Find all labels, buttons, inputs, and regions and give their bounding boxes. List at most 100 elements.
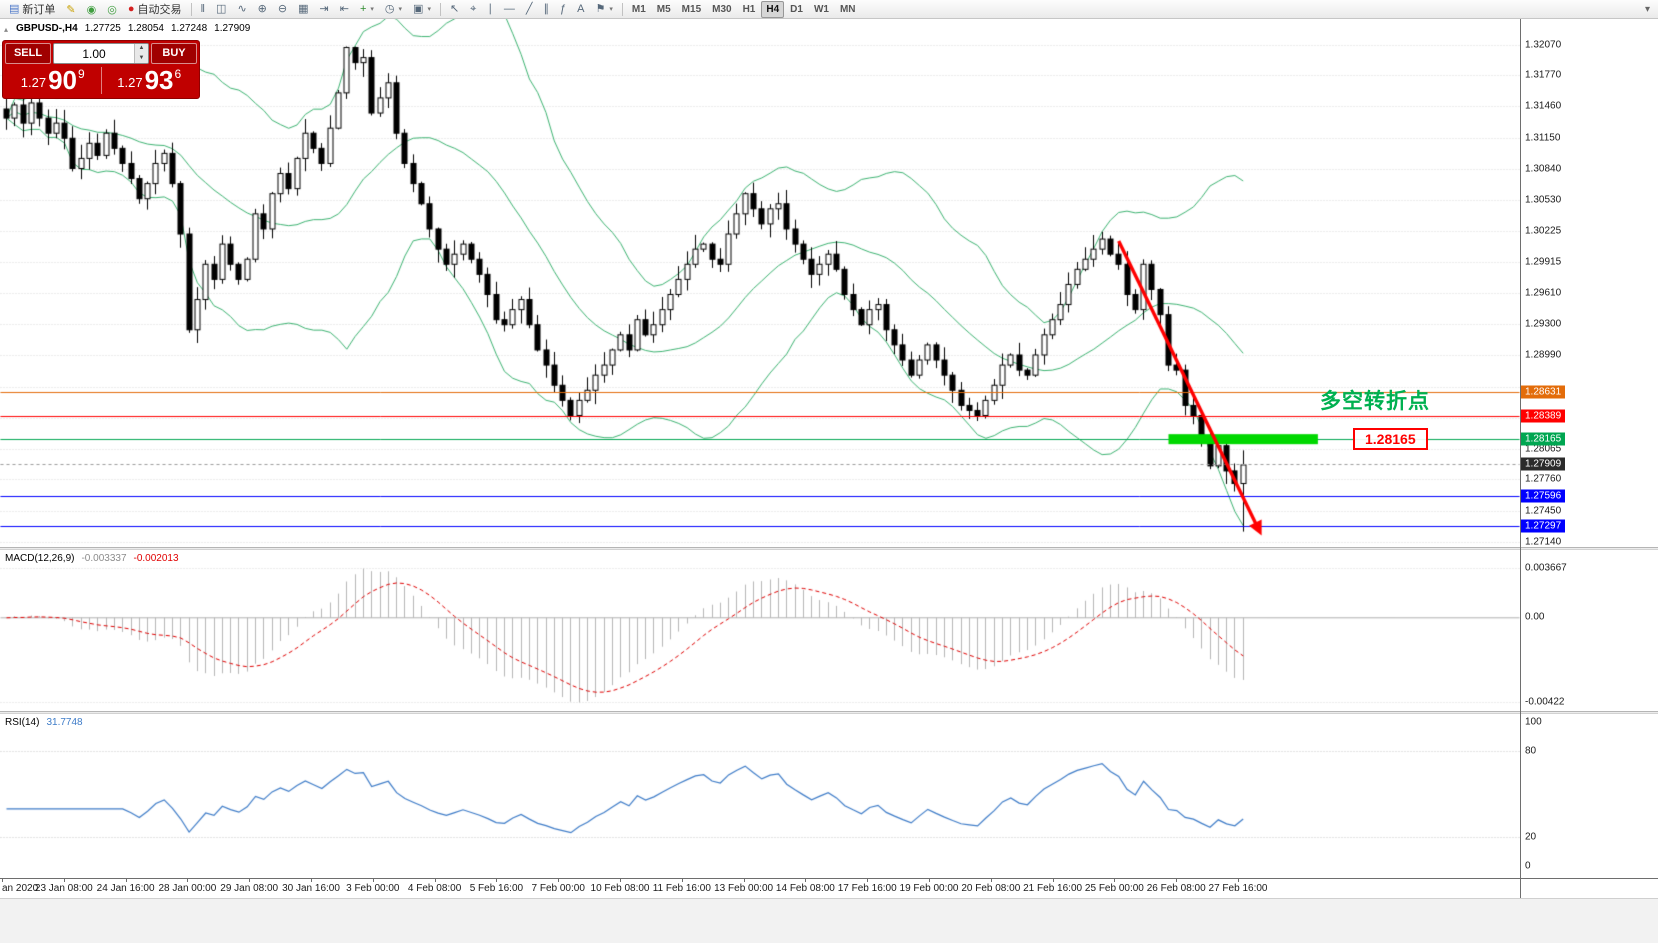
time-axis-label: 17 Feb 16:00 xyxy=(837,883,897,894)
ask-price[interactable]: 1.27 93 6 xyxy=(102,65,198,96)
panel-separator[interactable] xyxy=(0,711,1658,714)
rsi-canvas[interactable] xyxy=(0,714,1520,878)
metaeditor-icon[interactable]: ✎ xyxy=(66,3,76,16)
toolbar: ▤ 新订单 ✎ ◉ ◎ ● 自动交易 ‖ ◫ ∿ ⊕ ⊖ ▦ ⇥ ⇤ + ▾ ◷ ▾ ▣ ▾ ↖ ⌖ ∣ — ╱ ∥ ƒ A… xyxy=(0,0,1658,19)
macd-canvas[interactable] xyxy=(0,550,1520,711)
time-axis-tick xyxy=(1114,879,1116,882)
timeframe-d1-button[interactable]: D1 xyxy=(790,3,803,15)
price-callout-annotation[interactable]: 1.28165 xyxy=(1353,428,1428,450)
text-icon: A xyxy=(577,2,585,15)
time-axis-label: 21 Feb 16:00 xyxy=(1023,883,1083,894)
vertical-line-icon[interactable]: ∣ xyxy=(482,0,498,19)
bar-chart-icon[interactable]: ‖ xyxy=(196,0,211,19)
time-axis-label: 27 Feb 16:00 xyxy=(1208,883,1268,894)
auto-scroll-icon[interactable]: ⇥ xyxy=(315,0,334,19)
line-chart-icon[interactable]: ∿ xyxy=(232,0,251,19)
current-price-tag: 1.27909 xyxy=(1521,457,1566,471)
turning-point-annotation[interactable]: 多空转折点 xyxy=(1320,390,1430,413)
strategy-tester-icon[interactable]: ◎ xyxy=(107,3,117,16)
new-order-icon: ▤ xyxy=(9,2,20,15)
fibonacci-icon[interactable]: ƒ xyxy=(555,0,571,19)
volume-input[interactable] xyxy=(54,44,134,63)
open-value: 1.27725 xyxy=(84,23,121,34)
time-axis-tick xyxy=(311,879,312,882)
time-axis-label: 10 Feb 08:00 xyxy=(590,883,650,894)
time-axis-tick xyxy=(496,879,498,882)
sell-button[interactable]: SELL xyxy=(5,43,51,64)
crosshair-icon[interactable]: ⌖ xyxy=(465,0,481,19)
candlestick-chart-icon[interactable]: ◫ xyxy=(211,0,231,19)
time-axis-label: 23 Jan 08:00 xyxy=(34,883,93,894)
macd-main-value: -0.003337 xyxy=(81,553,127,564)
timeframe-m15-button[interactable]: M15 xyxy=(681,3,702,15)
time-axis-tick xyxy=(1052,879,1054,882)
volume-down-button[interactable]: ▼ xyxy=(135,53,148,63)
timeframe-mn-button[interactable]: MN xyxy=(839,3,856,15)
time-axis-label: 4 Feb 08:00 xyxy=(407,883,462,894)
zoom-out-icon[interactable]: ⊖ xyxy=(273,0,292,19)
time-axis-label: 3 Feb 00:00 xyxy=(346,883,400,894)
toolbar-line-study-icons: ↖ ⌖ ∣ — ╱ ∥ ƒ A ⚑ ▾ xyxy=(445,0,618,19)
horizontal-line-icon[interactable]: — xyxy=(499,0,520,19)
rsi-axis-label: 20 xyxy=(1525,831,1537,843)
time-axis-tick xyxy=(558,879,560,882)
panel-separator[interactable] xyxy=(0,547,1658,550)
price-axis-label: 1.27760 xyxy=(1525,473,1562,485)
dropdown-caret-icon: ▾ xyxy=(609,6,613,13)
indicators-icon[interactable]: + ▾ xyxy=(355,0,379,19)
one-click-collapse-icon[interactable]: ▴ xyxy=(4,25,9,34)
time-axis-tick xyxy=(2,879,3,882)
new-order-button[interactable]: ▤ 新订单 xyxy=(4,0,60,19)
timeframe-h4-button[interactable]: H4 xyxy=(761,0,785,18)
volume-up-button[interactable]: ▲ xyxy=(135,44,148,54)
price-axis-label: 1.28065 xyxy=(1525,443,1562,455)
time-axis-tick xyxy=(743,879,745,882)
text-icon[interactable]: A xyxy=(572,0,589,19)
chart-shift-icon[interactable]: ⇤ xyxy=(335,0,354,19)
time-axis-tick xyxy=(63,879,65,882)
arrows-icon[interactable]: ⚑ ▾ xyxy=(590,0,617,19)
new-order-label: 新订单 xyxy=(22,4,56,16)
auto-trading-button[interactable]: ● 自动交易 xyxy=(123,0,187,19)
price-axis-label: 1.31150 xyxy=(1525,132,1561,144)
price-axis[interactable]: 1.32070 1.31770 1.31460 1.31150 1.30840 1.305… xyxy=(1520,19,1658,898)
timeframe-m30-button[interactable]: M30 xyxy=(712,3,732,15)
chart-ohlc-header: GBPUSD-,H4 1.27725 1.28054 1.27248 1.279… xyxy=(16,23,250,34)
main-chart-canvas[interactable] xyxy=(0,19,1520,547)
periods-icon[interactable]: ◷ ▾ xyxy=(380,0,407,19)
toolbar-separator xyxy=(621,2,623,16)
timeframe-w1-button[interactable]: W1 xyxy=(813,3,829,15)
zoom-in-icon[interactable]: ⊕ xyxy=(253,0,272,19)
timeframe-m5-button[interactable]: M5 xyxy=(656,3,671,15)
timeframe-m1-button[interactable]: M1 xyxy=(631,3,646,15)
ask-big-digits: 93 xyxy=(144,65,174,95)
high-value: 1.28054 xyxy=(127,23,164,34)
toolbar-separator xyxy=(439,2,441,16)
cursor-icon[interactable]: ↖ xyxy=(445,0,464,19)
time-axis-tick xyxy=(681,879,683,882)
templates-icon[interactable]: ▣ ▾ xyxy=(408,0,436,19)
ask-pipette: 6 xyxy=(174,67,182,81)
price-level-tag: 1.28165 xyxy=(1521,432,1566,446)
timeframe-h1-button[interactable]: H1 xyxy=(742,3,756,15)
bid-price[interactable]: 1.27 90 9 xyxy=(5,65,101,96)
trendline-icon[interactable]: ╱ xyxy=(521,0,538,19)
toolbar-left-icons: ✎ ◉ ◎ xyxy=(61,0,121,19)
time-axis-label: 14 Feb 08:00 xyxy=(775,883,835,894)
buy-button[interactable]: BUY xyxy=(151,43,197,64)
market-watch-icon[interactable]: ◉ xyxy=(86,3,97,16)
time-axis-tick xyxy=(620,879,621,882)
time-axis-label: 26 Feb 08:00 xyxy=(1146,883,1206,894)
price-axis-label: 1.29610 xyxy=(1525,287,1562,299)
toolbar-overflow-icon[interactable]: ▾ xyxy=(1644,3,1650,15)
bar-chart-icon: ‖ xyxy=(200,2,206,15)
tile-windows-icon[interactable]: ▦ xyxy=(293,0,313,19)
line-chart-icon: ∿ xyxy=(237,2,247,15)
time-axis[interactable]: an 2020 23 Jan 08:00 24 Jan 16:00 28 Jan 00… xyxy=(0,878,1658,898)
macd-name: MACD(12,26,9) xyxy=(5,553,75,564)
dropdown-caret-icon: ▾ xyxy=(370,6,374,13)
macd-signal-value: -0.002013 xyxy=(133,553,179,564)
channel-icon[interactable]: ∥ xyxy=(539,0,555,19)
price-axis-label: 1.29915 xyxy=(1525,256,1562,268)
time-axis-label: 19 Feb 00:00 xyxy=(899,883,959,894)
